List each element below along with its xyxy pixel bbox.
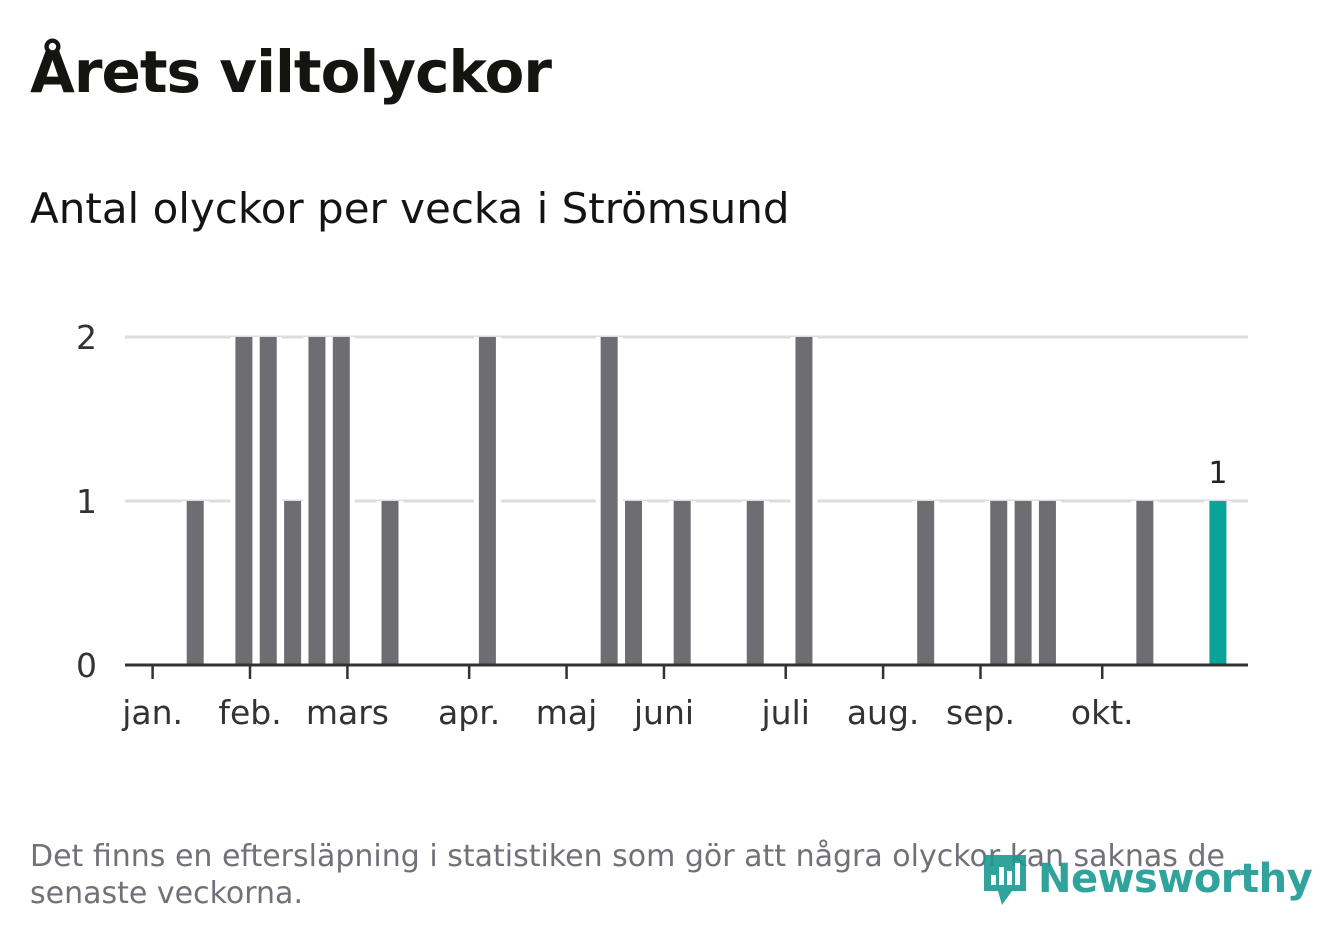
- x-tick-label: juni: [633, 693, 694, 732]
- y-tick-label: 1: [76, 482, 97, 521]
- chart-subtitle: Antal olyckor per vecka i Strömsund: [30, 184, 790, 233]
- brand-name: Newsworthy: [1038, 856, 1313, 902]
- axes: [125, 663, 1248, 679]
- x-tick-label: maj: [536, 693, 598, 732]
- y-tick-label: 0: [76, 646, 97, 685]
- bar-highlight: [1209, 501, 1227, 665]
- bar: [625, 501, 642, 665]
- bar: [284, 501, 302, 665]
- x-tick-label: mars: [306, 693, 389, 732]
- brand-logo: Newsworthy: [980, 848, 1313, 910]
- bar: [673, 501, 691, 665]
- x-tick-label: aug.: [847, 693, 920, 732]
- labels: 0 1 2 1 jan. feb. mars apr. maj juni juli aug. sep. o…: [76, 318, 1227, 732]
- x-tick-label: okt.: [1071, 693, 1134, 732]
- bar: [381, 501, 399, 665]
- bar: [990, 501, 1008, 665]
- newsworthy-logo-icon: [984, 855, 1026, 905]
- bar: [259, 337, 277, 665]
- bar: [332, 337, 350, 665]
- x-tick-label: jan.: [121, 693, 183, 732]
- x-tick-label: feb.: [218, 693, 281, 732]
- bar: [1136, 501, 1154, 665]
- bar: [478, 337, 496, 665]
- bar: [1014, 501, 1032, 665]
- bar-chart: 0 1 2 1 jan. feb. mars apr. maj juni juli aug. sep. o…: [76, 318, 1248, 732]
- bar: [235, 337, 253, 665]
- bar: [917, 501, 935, 665]
- bar: [795, 337, 813, 665]
- bar: [308, 337, 326, 665]
- bar: [1038, 501, 1056, 665]
- x-tick-label: sep.: [946, 693, 1015, 732]
- bars: [181, 337, 1232, 665]
- gridlines: [125, 335, 1248, 503]
- chart-title: Årets viltolyckor: [30, 38, 552, 106]
- bar: [186, 501, 204, 665]
- bar: [746, 501, 764, 665]
- x-tick-label: juli: [760, 693, 809, 732]
- y-tick-label: 2: [76, 318, 97, 357]
- x-tick-label: apr.: [438, 693, 500, 732]
- data-label: 1: [1208, 456, 1227, 491]
- bar: [600, 337, 618, 665]
